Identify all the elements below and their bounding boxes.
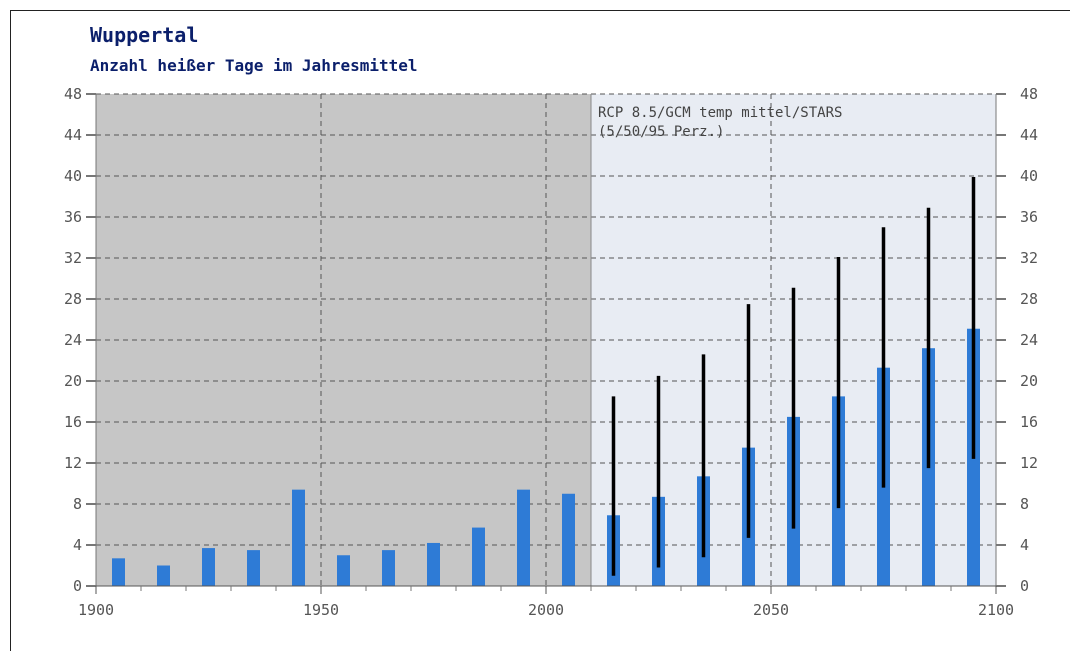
y-tick-label-left-36: 36 <box>64 208 82 226</box>
observed-bar-8 <box>472 527 485 586</box>
y-tick-label-left-4: 4 <box>73 536 82 554</box>
observed-bar-3 <box>247 550 260 586</box>
x-tick-label-2000: 2000 <box>528 601 564 619</box>
y-tick-label-left-32: 32 <box>64 249 82 267</box>
y-tick-label-right-44: 44 <box>1020 126 1038 144</box>
observed-bar-10 <box>562 493 575 586</box>
y-tick-label-right-0: 0 <box>1020 577 1029 595</box>
x-tick-label-1950: 1950 <box>303 601 339 619</box>
gridlines <box>96 93 996 586</box>
chart-title: Wuppertal <box>90 23 198 47</box>
observed-bar-0 <box>112 558 125 586</box>
observed-bar-6 <box>382 550 395 586</box>
y-tick-label-left-8: 8 <box>73 495 82 513</box>
y-tick-label-left-48: 48 <box>64 85 82 103</box>
chart-frame <box>10 10 1070 651</box>
y-tick-label-right-8: 8 <box>1020 495 1029 513</box>
chart-subtitle: Anzahl heißer Tage im Jahresmittel <box>90 56 418 75</box>
observed-bar-9 <box>517 489 530 586</box>
x-tick-label-2100: 2100 <box>978 601 1014 619</box>
y-tick-label-right-16: 16 <box>1020 413 1038 431</box>
y-tick-label-right-4: 4 <box>1020 536 1029 554</box>
y-tick-label-left-44: 44 <box>64 126 82 144</box>
observed-bar-5 <box>337 555 350 586</box>
observed-bar-2 <box>202 548 215 586</box>
x-tick-label-2050: 2050 <box>753 601 789 619</box>
y-tick-label-left-28: 28 <box>64 290 82 308</box>
y-tick-label-right-36: 36 <box>1020 208 1038 226</box>
y-tick-label-right-28: 28 <box>1020 290 1038 308</box>
y-tick-label-left-16: 16 <box>64 413 82 431</box>
y-tick-label-left-24: 24 <box>64 331 82 349</box>
y-tick-label-left-0: 0 <box>73 577 82 595</box>
y-tick-label-right-32: 32 <box>1020 249 1038 267</box>
observed-bar-7 <box>427 542 440 586</box>
x-tick-label-1900: 1900 <box>78 601 114 619</box>
x-ticks: 1900 1950 2000 2050 2100 <box>78 586 1014 619</box>
y-tick-label-right-12: 12 <box>1020 454 1038 472</box>
y-tick-label-left-40: 40 <box>64 167 82 185</box>
y-tick-label-right-20: 20 <box>1020 372 1038 390</box>
annotation-percentiles: (5/50/95 Perz.) <box>598 124 724 140</box>
observed-bar-4 <box>292 489 305 586</box>
y-tick-label-right-48: 48 <box>1020 85 1038 103</box>
y-tick-label-right-40: 40 <box>1020 167 1038 185</box>
observed-bar-1 <box>157 565 170 586</box>
y-tick-label-right-24: 24 <box>1020 331 1038 349</box>
y-tick-label-left-12: 12 <box>64 454 82 472</box>
annotation-scenario: RCP 8.5/GCM temp mittel/STARS <box>598 105 842 121</box>
y-tick-label-left-20: 20 <box>64 372 82 390</box>
percentile-ranges <box>611 177 976 576</box>
